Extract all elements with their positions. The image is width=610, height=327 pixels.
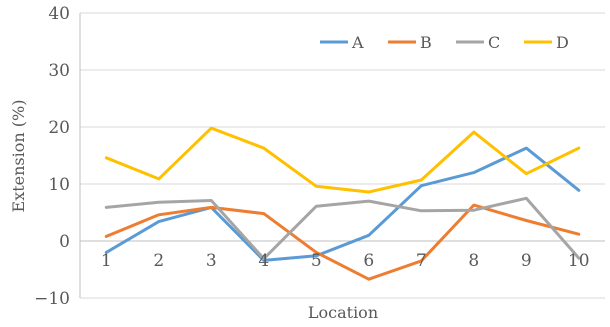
x-tick-label: 10	[568, 251, 590, 271]
series-lines	[104, 126, 581, 281]
y-tick-label: 0	[59, 232, 70, 252]
legend-label-d: D	[556, 33, 569, 52]
series-line-c	[104, 196, 581, 261]
x-tick-label: 2	[153, 251, 164, 271]
y-tick-label: −10	[34, 289, 70, 309]
legend-label-a: A	[351, 33, 364, 52]
x-tick-label: 9	[521, 251, 532, 271]
legend-label-b: B	[420, 33, 432, 52]
axes	[79, 13, 605, 298]
x-tick-label: 6	[363, 251, 374, 271]
tick-labels: −10 0 10 20 30 40 1 2 3 4 5 6 7 8 9 10	[34, 4, 589, 309]
x-axis-title: Location	[308, 303, 378, 322]
y-axis-title: Extension (%)	[9, 100, 28, 213]
series-line-b	[104, 203, 581, 281]
x-tick-label: 4	[258, 251, 269, 271]
x-tick-label: 8	[468, 251, 479, 271]
series-line-d	[104, 126, 581, 194]
series-line-a	[104, 146, 581, 262]
x-tick-label: 1	[101, 251, 112, 271]
x-tick-label: 7	[416, 251, 427, 271]
y-tick-label: 40	[48, 4, 70, 24]
legend-label-c: C	[488, 33, 500, 52]
x-tick-label: 5	[311, 251, 322, 271]
gridlines	[80, 12, 605, 299]
y-tick-label: 20	[48, 118, 70, 138]
y-tick-label: 10	[48, 175, 70, 195]
y-tick-label: 30	[48, 61, 70, 81]
x-tick-label: 3	[206, 251, 217, 271]
legend: A B C D	[320, 33, 569, 52]
